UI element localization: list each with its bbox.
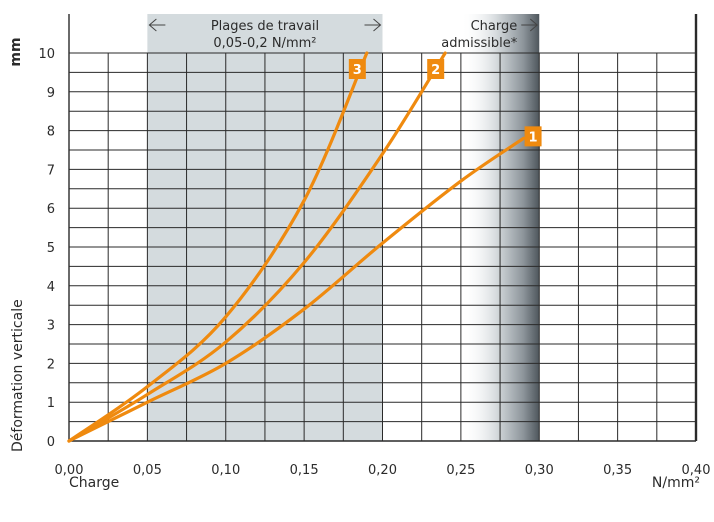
y-tick-label: 4 (47, 280, 55, 295)
x-axis-title: Charge (69, 475, 119, 491)
working-range-arrow-right-head (373, 18, 382, 32)
series-line-1 (67, 136, 526, 443)
admissible-label: Charge (471, 19, 518, 34)
x-tick-label: 0,40 (682, 463, 711, 478)
y-tick-label: 0 (47, 435, 55, 450)
y-tick-label: 3 (47, 319, 55, 334)
working-range-arrow-left-head (148, 18, 157, 32)
x-tick-label: 0,10 (211, 463, 240, 478)
x-tick-label: 0,35 (603, 463, 632, 478)
x-axis-unit: N/mm² (652, 475, 700, 491)
working-range-label: Plages de travail (211, 19, 319, 34)
labels-layer: Plages de travail 0,05-0,2 N/mm² Charge adm… (148, 18, 539, 51)
axes-layer: 0,00 0,05 0,10 0,15 0,20 0,25 0,30 0,35 0,40 0 1 2 3… (8, 14, 710, 491)
x-tick-label: 0,20 (368, 463, 397, 478)
series-label-badge-2 (427, 59, 445, 79)
y-tick-label: 7 (47, 163, 55, 178)
admissible-label-2: admissible* (441, 36, 518, 51)
x-tick-label: 0,30 (525, 463, 554, 478)
series-label-badge-3 (348, 59, 366, 79)
x-tick-label: 0,00 (55, 463, 84, 478)
y-axis-title: Déformation verticale (10, 299, 26, 452)
y-tick-label: 6 (47, 202, 55, 217)
series-layer: 1 2 3 (67, 51, 542, 443)
grid-layer (68, 52, 697, 442)
y-axis-unit: mm (8, 37, 24, 66)
series-line-2 (67, 51, 447, 443)
admissible-arrow-right-head (529, 18, 539, 32)
y-tick-label: 10 (38, 47, 55, 62)
series-label-3: 3 (353, 63, 362, 78)
series-line-3 (67, 51, 369, 443)
x-tick-label: 0,15 (290, 463, 319, 478)
y-tick-label: 9 (47, 86, 55, 101)
working-range-value: 0,05-0,2 N/mm² (213, 36, 316, 51)
series-label-badge-1 (524, 126, 542, 147)
x-tick-label: 0,05 (133, 463, 162, 478)
series-label-2: 2 (431, 63, 440, 78)
y-tick-label: 8 (47, 125, 55, 140)
x-tick-label: 0,25 (446, 463, 475, 478)
series-label-1: 1 (529, 130, 538, 145)
y-tick-label: 2 (47, 357, 55, 372)
y-tick-label: 5 (47, 241, 55, 256)
y-tick-label: 1 (47, 396, 55, 411)
